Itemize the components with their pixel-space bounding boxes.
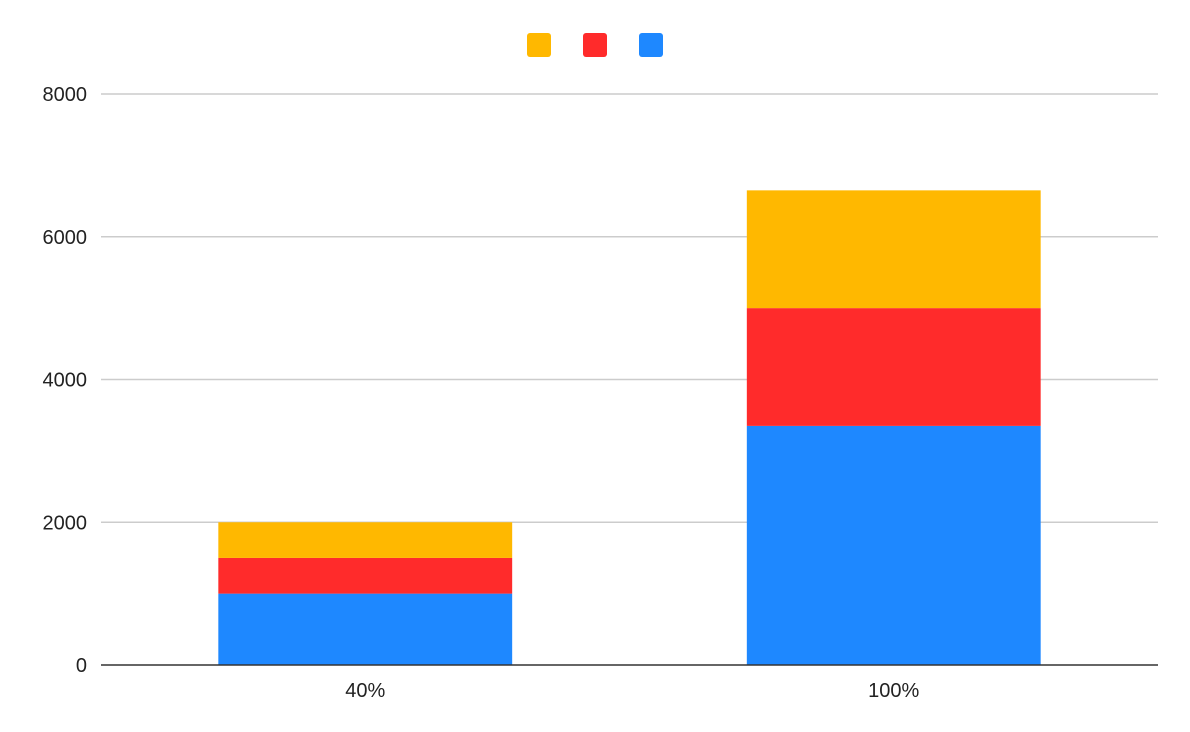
y-tick-label-0: 0 [76,655,87,677]
y-tick-label-6000: 6000 [43,227,88,249]
legend-swatch-2[interactable] [527,33,551,57]
y-tick-label-4000: 4000 [43,370,88,392]
bar-segment-1-2 [746,190,1041,309]
chart-bars [218,190,1041,665]
x-tick-label-1: 100% [868,680,919,702]
y-tick-label-2000: 2000 [43,512,88,534]
bar-segment-0-0 [218,593,513,665]
bar-segment-0-1 [218,557,513,594]
y-axis-tick-labels: 0 2000 4000 6000 8000 [43,84,88,677]
y-tick-label-8000: 8000 [43,84,88,106]
x-tick-label-0: 40% [345,680,385,702]
legend-swatch-1[interactable] [583,33,607,57]
bar-segment-0-2 [218,522,513,558]
chart-legend [527,33,663,57]
bar-segment-1-0 [746,425,1041,665]
bar-segment-1-1 [746,308,1041,426]
legend-swatch-0[interactable] [639,33,663,57]
x-axis-tick-labels: 40% 100% [345,680,919,702]
